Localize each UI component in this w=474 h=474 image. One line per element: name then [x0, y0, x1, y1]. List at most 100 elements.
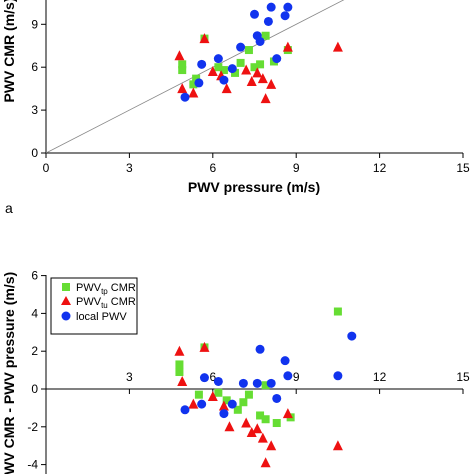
y-tick-label: 2 [31, 344, 38, 358]
data-point-pwv_tu [266, 440, 277, 451]
data-point-local [227, 64, 237, 74]
data-point-local [266, 378, 276, 388]
data-point-pwv_tp [175, 367, 184, 376]
legend-entry-local: local PWV [61, 311, 127, 323]
data-point-pwv_tp [256, 60, 265, 69]
data-point-pwv_tu [252, 67, 263, 78]
data-point-local [180, 92, 190, 102]
data-point-pwv_tp [175, 360, 184, 369]
data-point-pwv_tu [177, 83, 188, 94]
data-point-pwv_tp [244, 390, 253, 399]
legend-label-pwv-tp: PWVtp CMR [76, 282, 136, 296]
x-tick-label: 12 [373, 161, 387, 175]
data-point-local [227, 399, 237, 409]
data-point-pwv_tu [218, 400, 229, 411]
panel-b-points [174, 307, 357, 468]
data-point-pwv_tu [252, 423, 263, 434]
data-point-pwv_tu [257, 73, 268, 84]
data-point-pwv_tp [219, 66, 228, 75]
y-tick-label: 6 [31, 60, 38, 74]
data-point-local [283, 371, 293, 381]
panel-b-y-ticks: -4 -2 0 2 4 6 [27, 269, 46, 472]
data-point-local [213, 54, 223, 64]
panel-a-points [174, 2, 343, 104]
data-point-local [213, 376, 223, 386]
data-point-pwv_tu [241, 417, 252, 428]
data-point-pwv_tu [224, 421, 235, 432]
data-point-local [219, 409, 229, 419]
data-point-pwv_tu [332, 41, 343, 52]
panel-a-label: a [5, 200, 13, 216]
x-tick-label: 3 [126, 161, 133, 175]
data-point-local [250, 9, 259, 19]
data-point-pwv_tp [261, 415, 270, 424]
panel-a: 0 3 6 9 12 15 0 3 6 9 PWV pressure (m/s) PWV CMR… [1, 0, 470, 216]
data-point-local [283, 2, 293, 12]
data-point-pwv_tp [178, 66, 187, 75]
y-tick-label: -2 [27, 420, 38, 434]
x-tick-label: 3 [126, 370, 133, 384]
legend-circle-marker [61, 311, 71, 321]
data-point-pwv_tu [177, 375, 188, 386]
data-point-pwv_tu [282, 408, 293, 419]
legend-label-local: local PWV [76, 311, 127, 323]
identity-line-path [45, 0, 345, 154]
x-tick-label: 6 [209, 161, 216, 175]
data-point-local [197, 399, 207, 409]
data-point-local [280, 356, 290, 366]
data-point-local [194, 78, 204, 88]
y-tick-label: 0 [31, 146, 38, 160]
data-point-pwv_tp [272, 419, 281, 428]
data-point-pwv_tp [214, 388, 223, 397]
y-tick-label: 0 [31, 382, 38, 396]
data-point-pwv_tu [199, 341, 210, 352]
data-point-pwv_tu [174, 50, 185, 61]
data-point-pwv_tp [222, 396, 231, 405]
x-tick-label: 9 [293, 161, 300, 175]
y-tick-label: 4 [31, 306, 38, 320]
legend-square-marker [62, 283, 70, 291]
data-point-pwv_tu [188, 87, 199, 98]
data-point-local [280, 11, 290, 21]
panel-b-x-ticks: 3 6 9 12 15 [126, 370, 470, 394]
data-point-local [180, 405, 190, 415]
data-point-pwv_tp [214, 63, 223, 72]
x-tick-label: 15 [456, 370, 470, 384]
data-point-pwv_tp [239, 398, 248, 407]
data-point-pwv_tp [250, 63, 259, 72]
data-point-pwv_tu [221, 83, 232, 94]
data-point-pwv_tp [333, 307, 342, 316]
data-point-pwv_tp [236, 58, 245, 67]
panel-a-y-axis-title: PWV CMR (m/s) [1, 0, 17, 103]
data-point-pwv_tu [282, 41, 293, 52]
data-point-pwv_tp [231, 68, 240, 77]
data-point-local [255, 344, 265, 354]
data-point-local [263, 16, 273, 26]
data-point-local [333, 371, 343, 381]
data-point-local [219, 75, 229, 85]
legend-entry-pwv-tp: PWVtp CMR [62, 282, 136, 296]
x-tick-label: 15 [456, 161, 470, 175]
data-point-pwv_tp [233, 405, 242, 414]
data-point-pwv_tp [256, 411, 265, 420]
panel-b: 3 6 9 12 15 -4 -2 0 2 4 6 PWV CMR - PWV pressure … [1, 269, 470, 474]
y-tick-label: 6 [31, 269, 38, 283]
x-tick-label: 6 [209, 370, 216, 384]
data-point-pwv_tu [199, 33, 210, 44]
legend: PWVtp CMR PWVtu CMR local PWV [50, 277, 138, 335]
x-tick-label: 0 [43, 161, 50, 175]
data-point-local [252, 378, 262, 388]
panel-b-y-axis-title: PWV CMR - PWV pressure (m/s) [1, 272, 17, 474]
data-point-local [272, 54, 282, 64]
data-point-local [347, 331, 357, 341]
data-point-pwv_tu [246, 76, 257, 86]
x-tick-label: 9 [293, 370, 300, 384]
data-point-pwv_tp [261, 381, 270, 390]
data-point-local [236, 42, 246, 52]
data-point-pwv_tp [261, 31, 270, 40]
legend-label-pwv-tu: PWVtu CMR [76, 296, 136, 310]
y-tick-label: 9 [31, 17, 38, 31]
data-point-pwv_tu [260, 93, 271, 104]
data-point-pwv_tu [207, 391, 218, 402]
